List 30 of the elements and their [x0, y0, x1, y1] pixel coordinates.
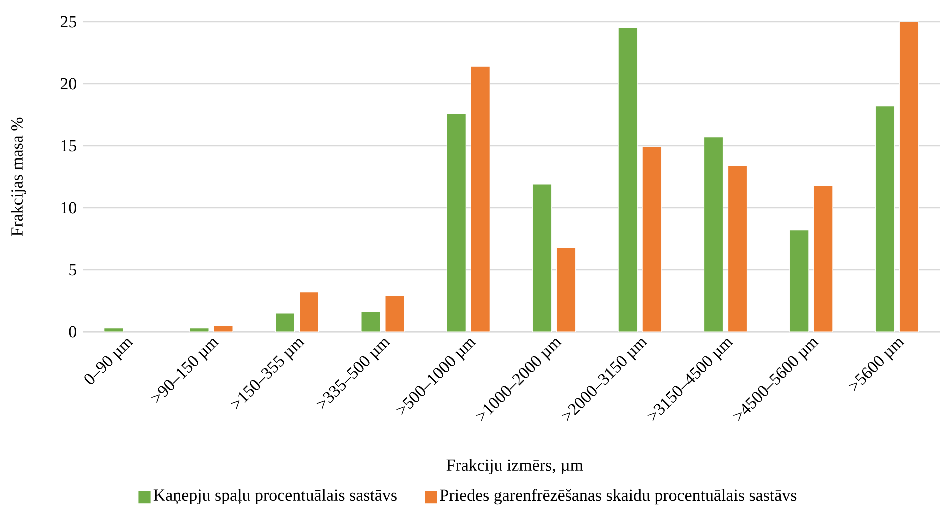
bar: [532, 184, 552, 332]
y-tick-label: 5: [70, 264, 76, 276]
bar: [275, 313, 296, 332]
y-tick-label: 10: [62, 202, 77, 214]
legend-label: Kaņepju spaļu procentuālais sastāvs: [154, 489, 397, 505]
bar: [104, 328, 124, 332]
bar: [446, 113, 466, 332]
bar: [642, 146, 662, 332]
x-tick-label: 0–90 µm: [84, 339, 134, 384]
y-tick-label: 20: [60, 78, 77, 90]
bar: [299, 292, 320, 332]
y-tick-label: 25: [60, 16, 76, 28]
bar: [361, 312, 381, 332]
bar: [214, 326, 234, 332]
bar: [556, 247, 576, 332]
bar: [470, 66, 490, 332]
bar: [790, 230, 810, 332]
y-tick-label: 15: [62, 140, 76, 152]
x-axis-title: Frakciju izmērs, µm: [446, 459, 584, 475]
bar: [190, 328, 210, 332]
bar: [814, 185, 834, 332]
y-axis-title: Frakcijas masa %: [11, 118, 26, 236]
legend-label: Priedes garenfrēzēšanas skaidu procentuālais sastāvs: [440, 489, 797, 505]
bar: [728, 166, 748, 332]
bar: [875, 106, 895, 332]
bar: [704, 137, 724, 332]
bar: [385, 296, 405, 332]
bar: [618, 28, 638, 332]
y-tick-label: 0: [69, 326, 77, 338]
bar: [899, 22, 919, 332]
